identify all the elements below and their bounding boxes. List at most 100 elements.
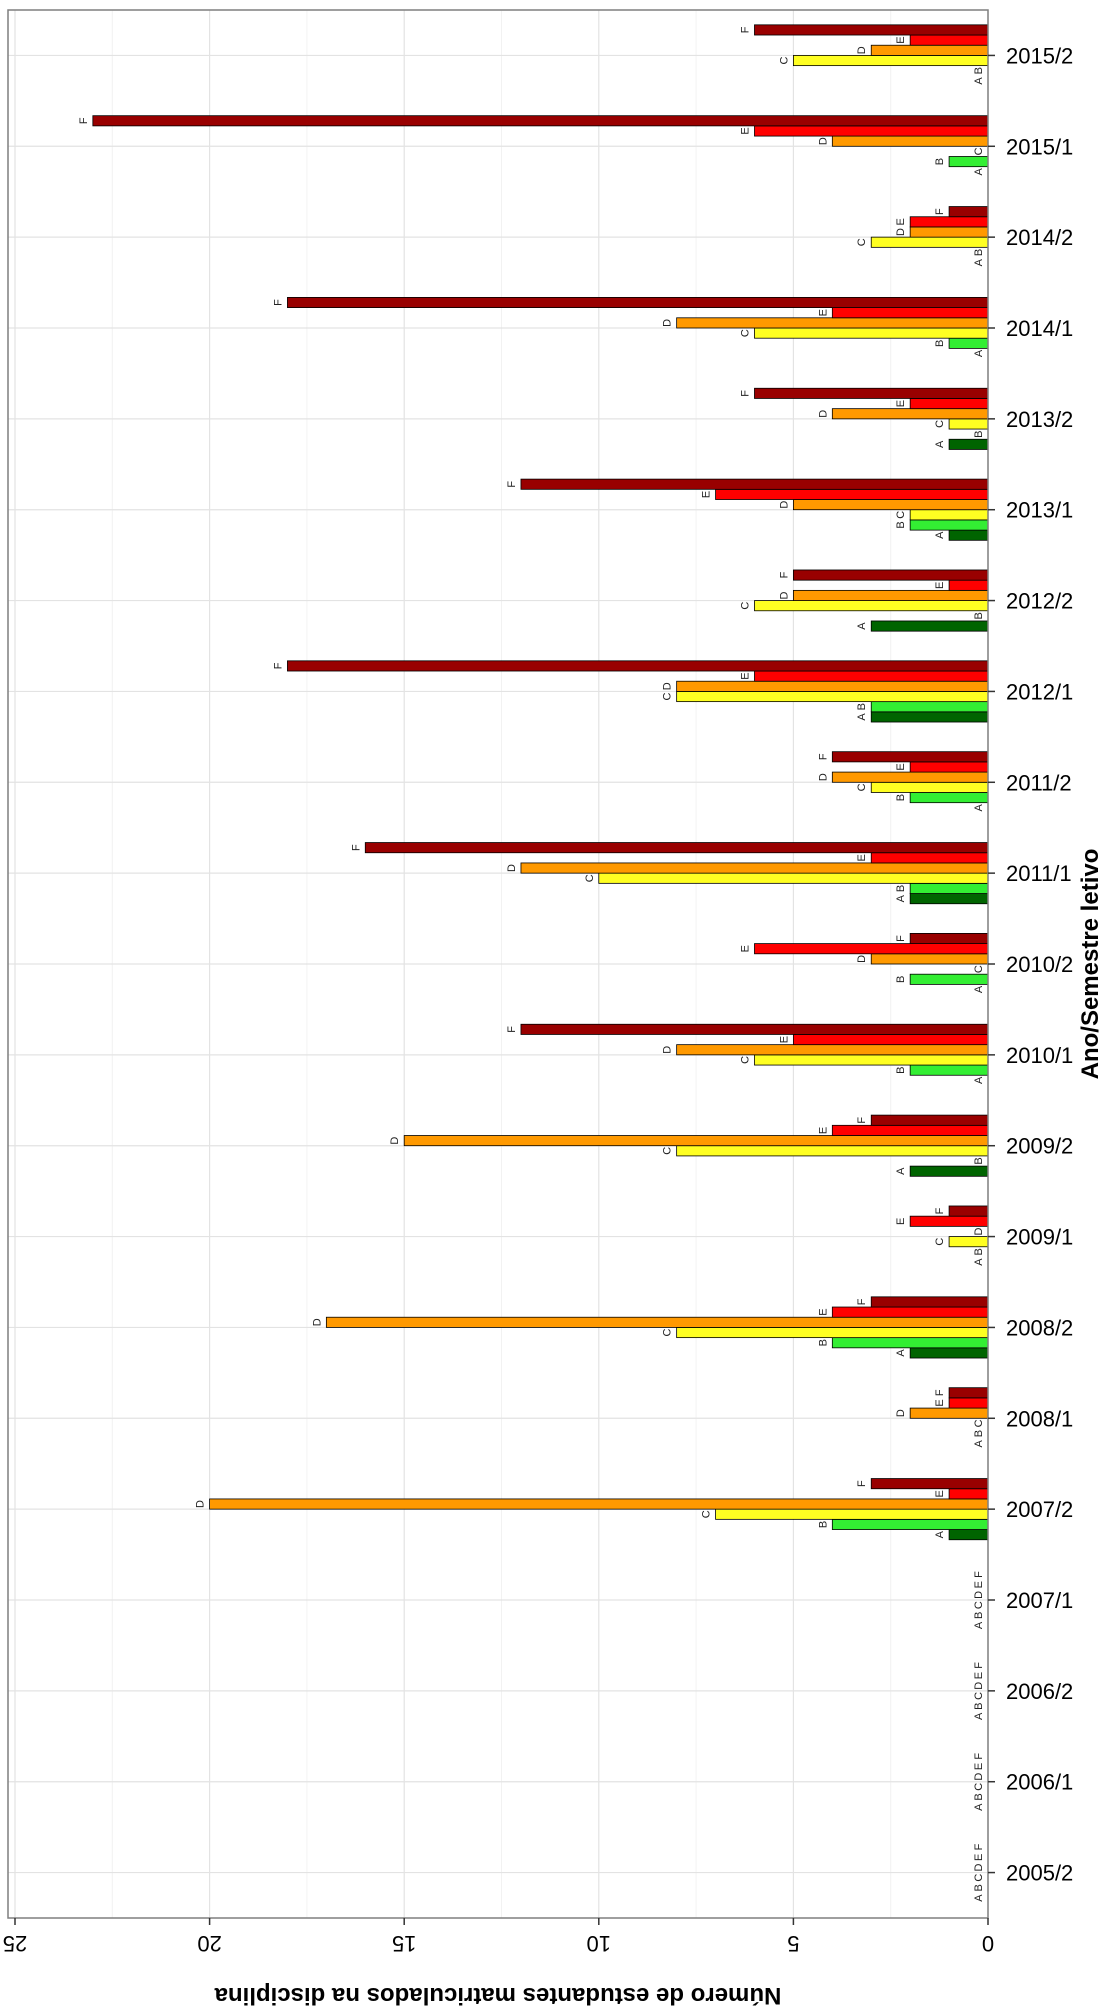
bar-2010-1-E xyxy=(793,1034,989,1046)
category-tick-label: 2014/1 xyxy=(1006,316,1073,341)
bar-grade-label: D xyxy=(195,1500,207,1508)
bar-2012-2-E xyxy=(948,579,989,591)
bar-grade-label: E xyxy=(739,945,751,952)
bar-grade-label: A xyxy=(973,1803,985,1811)
bar-grade-label: B xyxy=(856,703,868,710)
bar-grade-label: A xyxy=(973,1076,985,1084)
bar-2011-1-C xyxy=(598,872,989,884)
bar-2012-1-A xyxy=(870,711,989,723)
bar-grade-label: C xyxy=(934,1238,946,1246)
bar-grade-label: C xyxy=(934,420,946,428)
bar-grade-label: C xyxy=(856,783,868,791)
value-tick-label: 10 xyxy=(587,1931,611,1956)
bar-grade-label: F xyxy=(973,1662,985,1669)
bar-2010-2-F xyxy=(909,933,989,945)
bar-grade-label: C xyxy=(662,1147,674,1155)
bar-2010-1-B xyxy=(909,1064,989,1076)
bar-2013-2-E xyxy=(909,398,989,410)
bar-2013-1-B xyxy=(909,519,989,531)
bar-2007-2-D xyxy=(209,1498,989,1510)
bar-grade-label: E xyxy=(817,309,829,316)
category-tick-label: 2007/2 xyxy=(1006,1497,1073,1522)
bar-2015-1-F xyxy=(92,115,989,127)
bar-grade-label: C xyxy=(856,238,868,246)
bar-grade-label: D xyxy=(973,1773,985,1781)
bar-grade-label: E xyxy=(817,1308,829,1315)
bar-grade-label: E xyxy=(856,854,868,861)
bar-grade-label: A xyxy=(973,803,985,811)
bar-2011-2-F xyxy=(831,751,989,763)
bar-2009-1-C xyxy=(948,1236,989,1248)
bar-grade-label: B xyxy=(934,340,946,347)
bar-grade-label: A xyxy=(973,1621,985,1629)
bar-2010-2-B xyxy=(909,973,989,985)
bar-grade-label: D xyxy=(973,1591,985,1599)
bar-grade-label: E xyxy=(973,1672,985,1679)
bar-grade-label: B xyxy=(895,885,907,892)
bar-grade-label: B xyxy=(817,1521,829,1528)
bar-2012-2-A xyxy=(870,620,989,632)
bar-2013-2-F xyxy=(754,387,989,399)
bar-grade-label: E xyxy=(895,218,907,225)
bar-grade-label: F xyxy=(973,1843,985,1850)
bar-2008-2-F xyxy=(870,1296,989,1308)
bar-2013-1-A xyxy=(948,529,989,541)
bar-2008-1-F xyxy=(948,1387,989,1399)
bar-2015-1-B xyxy=(948,156,989,168)
bar-2009-2-F xyxy=(870,1114,989,1126)
bar-2012-1-D xyxy=(676,680,989,692)
bar-grade-label: E xyxy=(739,127,751,134)
bar-2007-2-F xyxy=(870,1478,989,1490)
bar-grade-label: B xyxy=(895,521,907,528)
bar-2015-2-F xyxy=(754,24,989,36)
bar-2008-1-D xyxy=(909,1407,989,1419)
value-tick-label: 5 xyxy=(787,1931,799,1956)
bar-grade-label: B xyxy=(973,612,985,619)
category-tick-label: 2013/1 xyxy=(1006,498,1073,523)
bar-grade-label: C xyxy=(739,1056,751,1064)
bar-grade-label: E xyxy=(895,1218,907,1225)
category-tick-label: 2005/2 xyxy=(1006,1861,1073,1886)
category-tick-label: 2011/1 xyxy=(1006,861,1072,886)
bar-2012-1-C xyxy=(676,691,989,703)
bar-grade-label: B xyxy=(895,1066,907,1073)
bar-2011-2-D xyxy=(831,771,989,783)
bar-2010-1-C xyxy=(754,1054,989,1066)
bar-grade-label: D xyxy=(311,1318,323,1326)
bar-grade-label: F xyxy=(895,935,907,942)
bar-grade-label: B xyxy=(973,1702,985,1709)
category-tick-label: 2009/1 xyxy=(1006,1225,1073,1250)
bar-grade-label: A xyxy=(856,713,868,721)
bar-grade-label: B xyxy=(895,976,907,983)
bar-grade-label: F xyxy=(973,1753,985,1760)
bar-2008-2-C xyxy=(676,1327,989,1339)
bar-grade-label: E xyxy=(895,400,907,407)
bar-2015-2-E xyxy=(909,34,989,46)
bar-grade-label: E xyxy=(973,1854,985,1861)
bar-2014-2-D xyxy=(909,226,989,238)
bar-grade-label: A xyxy=(934,531,946,539)
bar-2010-2-E xyxy=(754,943,989,955)
bar-grade-label: C xyxy=(973,1874,985,1882)
bar-grade-label: F xyxy=(778,571,790,578)
bar-grade-label: F xyxy=(272,299,284,306)
category-tick-label: 2010/1 xyxy=(1006,1043,1073,1068)
bar-grade-label: F xyxy=(934,1389,946,1396)
bar-grade-label: C xyxy=(739,329,751,337)
bar-grade-label: C xyxy=(662,1329,674,1337)
bar-grade-label: A xyxy=(973,985,985,993)
bar-grade-label: D xyxy=(856,46,868,54)
bar-grade-label: F xyxy=(350,844,362,851)
bar-2013-1-C xyxy=(909,509,989,521)
bar-2013-1-F xyxy=(520,478,989,490)
bar-grade-label: B xyxy=(973,1430,985,1437)
bar-grade-label: D xyxy=(856,955,868,963)
bar-2011-1-E xyxy=(870,852,989,864)
bar-grade-label: E xyxy=(701,491,713,498)
bar-2010-1-F xyxy=(520,1023,989,1035)
bar-grade-label: D xyxy=(973,1863,985,1871)
bar-grade-label: D xyxy=(973,1682,985,1690)
bar-grade-label: F xyxy=(934,208,946,215)
bar-grade-label: E xyxy=(934,1490,946,1497)
